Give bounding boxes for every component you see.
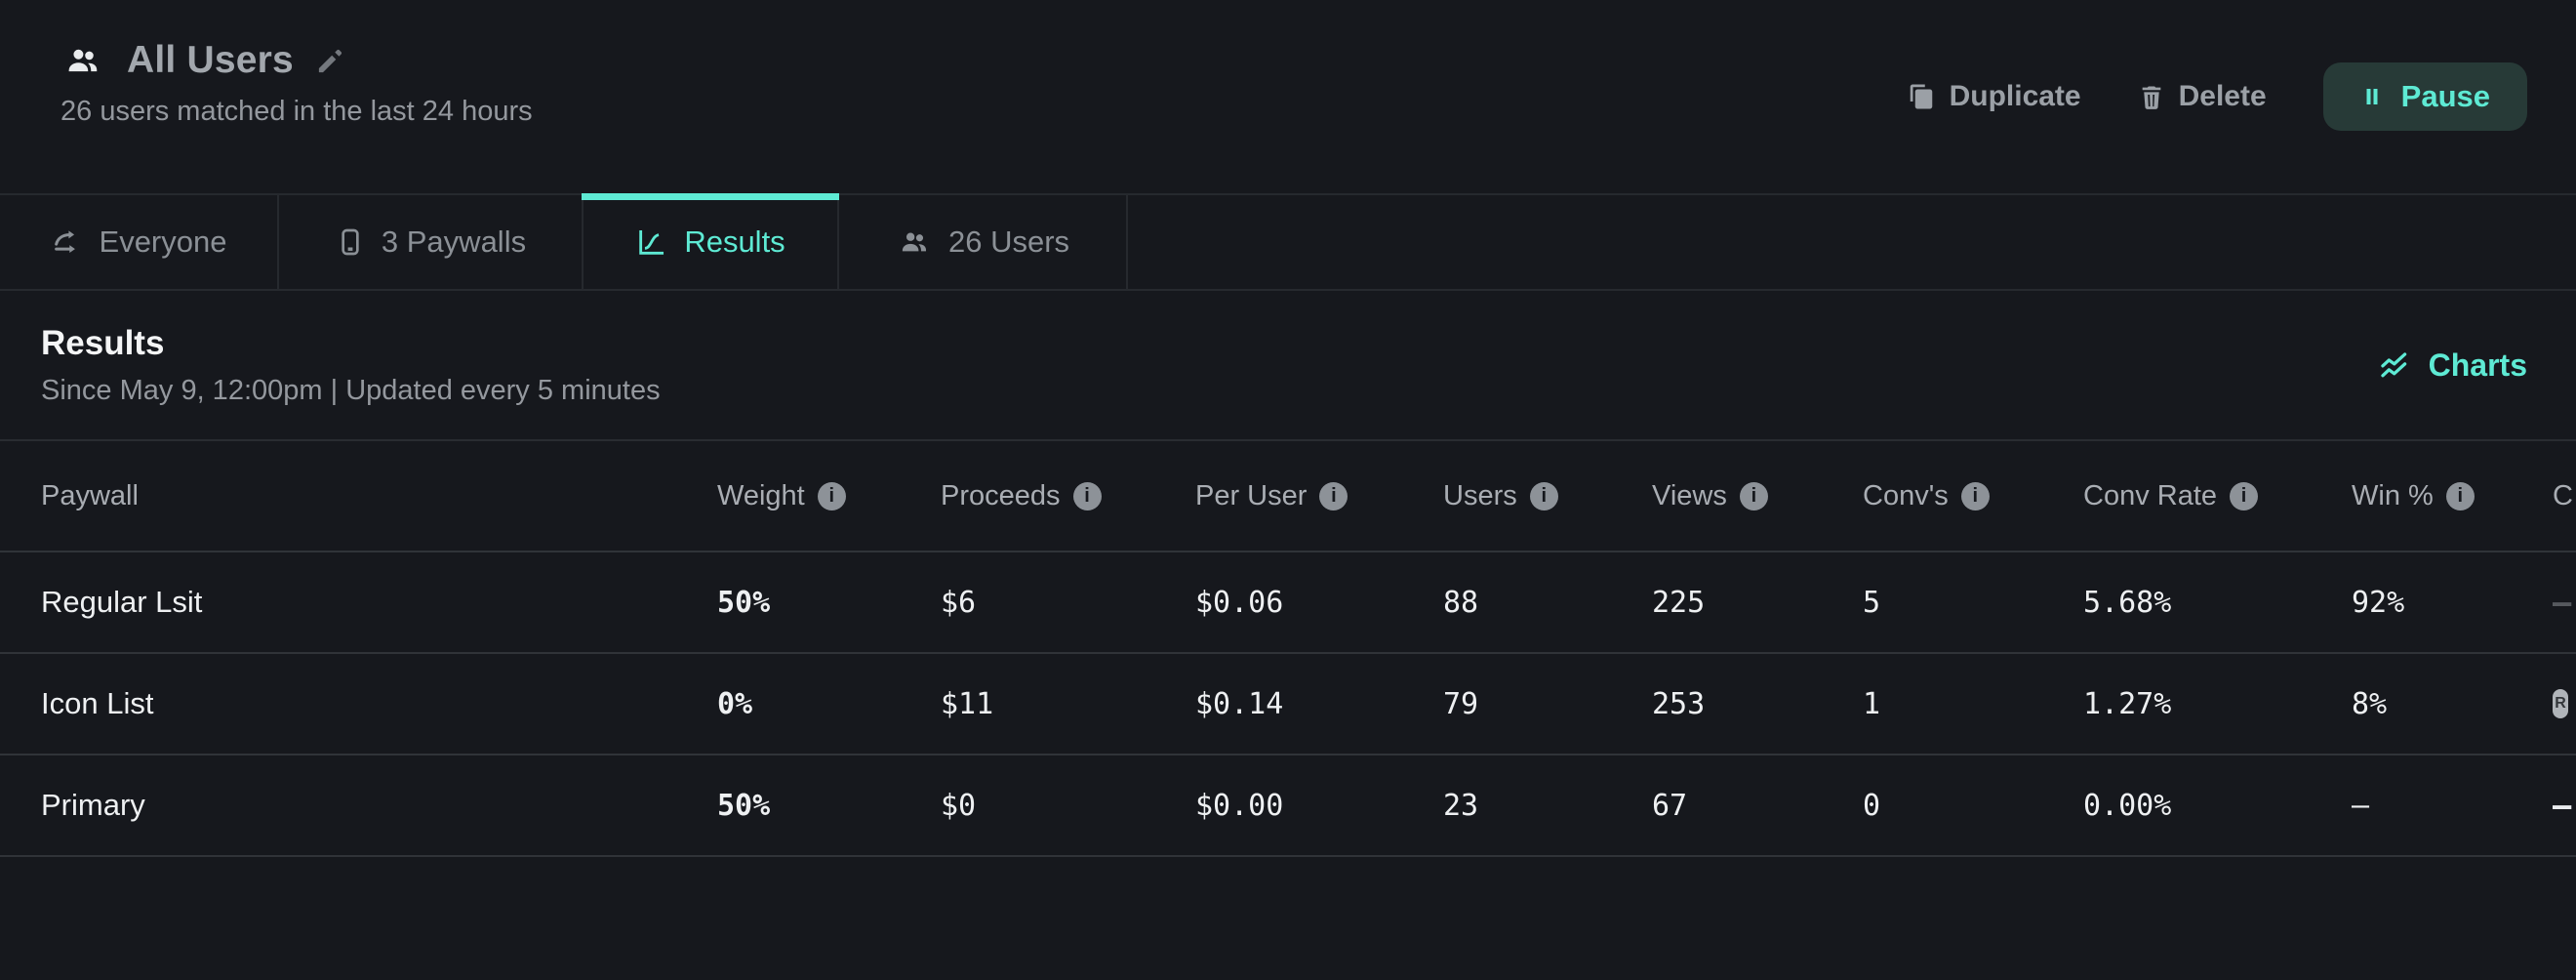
results-updated-subtitle: Since May 9, 12:00pm | Updated every 5 m… xyxy=(41,375,661,407)
column-header-users: Users xyxy=(1443,480,1652,512)
info-icon[interactable] xyxy=(2446,482,2475,510)
column-header-weight: Weight xyxy=(717,480,941,512)
column-header-conv-rate: Conv Rate xyxy=(2083,480,2352,512)
tab-paywalls[interactable]: 3 Paywalls xyxy=(279,195,584,289)
table-row: Regular Lsit 50% $6 $0.06 88 225 5 5.68%… xyxy=(0,552,2576,654)
results-table: Paywall Weight Proceeds Per User Users V… xyxy=(0,441,2576,857)
charts-link[interactable]: Charts xyxy=(2376,347,2527,384)
delete-label: Delete xyxy=(2179,80,2267,113)
tab-users-label: 26 Users xyxy=(948,225,1069,260)
info-icon[interactable] xyxy=(1073,482,1102,510)
column-header-win: Win % xyxy=(2352,480,2553,512)
conv-rate-value: 0.00% xyxy=(2083,789,2352,823)
paywall-name: Primary xyxy=(41,788,717,823)
info-icon[interactable] xyxy=(1961,482,1990,510)
phone-icon xyxy=(335,226,366,258)
conv-rate-value: 1.27% xyxy=(2083,687,2352,721)
page-title: All Users xyxy=(127,39,294,82)
charts-label: Charts xyxy=(2429,347,2527,384)
tab-results[interactable]: Results xyxy=(584,195,839,289)
pause-icon xyxy=(2360,83,2384,110)
column-header-paywall: Paywall xyxy=(41,480,717,512)
delete-button[interactable]: Delete xyxy=(2138,80,2267,113)
users-value: 88 xyxy=(1443,586,1652,620)
users-value: 79 xyxy=(1443,687,1652,721)
info-icon[interactable] xyxy=(1740,482,1768,510)
experiment-title-block: All Users 26 users matched in the last 2… xyxy=(60,0,533,193)
split-arrows-icon xyxy=(51,225,84,259)
table-header-row: Paywall Weight Proceeds Per User Users V… xyxy=(0,441,2576,552)
win-value: 92% xyxy=(2352,586,2553,620)
per-user-value: $0.14 xyxy=(1195,687,1443,721)
header-actions: Duplicate Delete Pause xyxy=(1907,0,2527,193)
results-title: Results xyxy=(41,324,661,363)
users-icon xyxy=(896,226,933,258)
info-icon[interactable] xyxy=(1530,482,1558,510)
per-user-value: $0.06 xyxy=(1195,586,1443,620)
tab-everyone-label: Everyone xyxy=(100,225,227,260)
info-icon[interactable] xyxy=(1319,482,1348,510)
clipped-cell-fragment: – xyxy=(2553,787,2571,824)
pause-button[interactable]: Pause xyxy=(2323,62,2527,131)
convs-value: 5 xyxy=(1863,586,2083,620)
column-header-views: Views xyxy=(1652,480,1863,512)
tab-results-label: Results xyxy=(684,225,785,260)
duplicate-button[interactable]: Duplicate xyxy=(1907,80,2081,113)
convs-value: 0 xyxy=(1863,789,2083,823)
users-icon xyxy=(60,42,105,79)
views-value: 67 xyxy=(1652,789,1863,823)
tab-paywalls-label: 3 Paywalls xyxy=(382,225,526,260)
tab-bar: Everyone 3 Paywalls Results 26 Users xyxy=(0,193,2576,291)
column-header-convs: Conv's xyxy=(1863,480,2083,512)
tab-users[interactable]: 26 Users xyxy=(839,195,1128,289)
tab-everyone[interactable]: Everyone xyxy=(0,195,279,289)
paywall-name: Icon List xyxy=(41,686,717,721)
column-header-per-user: Per User xyxy=(1195,480,1443,512)
clipped-badge-fragment: R xyxy=(2553,689,2568,718)
views-value: 253 xyxy=(1652,687,1863,721)
users-value: 23 xyxy=(1443,789,1652,823)
conv-rate-value: 5.68% xyxy=(2083,586,2352,620)
clipped-cell-fragment: – xyxy=(2553,584,2571,621)
line-charts-icon xyxy=(2376,348,2413,382)
experiment-page: All Users 26 users matched in the last 2… xyxy=(0,0,2576,980)
copy-icon xyxy=(1907,82,1936,111)
table-row: Icon List 0% $11 $0.14 79 253 1 1.27% 8%… xyxy=(0,654,2576,755)
chart-curve-icon xyxy=(635,225,668,259)
win-value: – xyxy=(2352,789,2553,823)
table-row: Primary 50% $0 $0.00 23 67 0 0.00% – – xyxy=(0,755,2576,857)
win-value: 8% xyxy=(2352,687,2553,721)
info-icon[interactable] xyxy=(818,482,846,510)
proceeds-value: $6 xyxy=(941,586,1195,620)
proceeds-value: $11 xyxy=(941,687,1195,721)
convs-value: 1 xyxy=(1863,687,2083,721)
proceeds-value: $0 xyxy=(941,789,1195,823)
weight-value: 50% xyxy=(717,586,941,620)
tabbar-filler xyxy=(1128,195,2576,289)
edit-title-icon[interactable] xyxy=(315,46,345,76)
matched-users-subtitle: 26 users matched in the last 24 hours xyxy=(60,96,533,128)
pause-label: Pause xyxy=(2401,79,2490,114)
column-header-proceeds: Proceeds xyxy=(941,480,1195,512)
weight-value: 0% xyxy=(717,687,941,721)
results-section-header: Results Since May 9, 12:00pm | Updated e… xyxy=(0,291,2576,441)
experiment-header: All Users 26 users matched in the last 2… xyxy=(0,0,2576,193)
views-value: 225 xyxy=(1652,586,1863,620)
paywall-name: Regular Lsit xyxy=(41,585,717,620)
per-user-value: $0.00 xyxy=(1195,789,1443,823)
duplicate-label: Duplicate xyxy=(1950,80,2081,113)
weight-value: 50% xyxy=(717,789,941,823)
info-icon[interactable] xyxy=(2230,482,2258,510)
column-header-clipped: C xyxy=(2553,480,2576,512)
trash-icon xyxy=(2138,82,2165,111)
